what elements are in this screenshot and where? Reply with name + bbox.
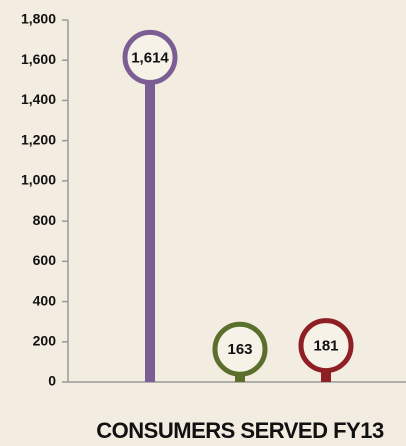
y-tick-label: 600 — [33, 252, 57, 268]
bar — [145, 57, 155, 382]
value-label: 1,614 — [131, 49, 169, 66]
y-tick-label: 800 — [33, 212, 57, 228]
value-label: 163 — [227, 341, 252, 358]
value-circle — [298, 318, 354, 374]
y-tick-label: 400 — [33, 292, 57, 308]
y-tick-label: 0 — [48, 373, 56, 389]
y-tick-label: 1,800 — [21, 11, 56, 27]
y-tick-label: 1,000 — [21, 172, 56, 188]
y-tick-label: 200 — [33, 332, 57, 348]
value-circle — [212, 321, 268, 377]
y-tick-label: 1,200 — [21, 131, 56, 147]
y-tick-label: 1,400 — [21, 91, 56, 107]
value-circle — [122, 29, 178, 85]
value-label: 181 — [313, 338, 338, 355]
chart-title: CONSUMERS SERVED FY13 — [96, 418, 384, 443]
y-tick-label: 1,600 — [21, 51, 56, 67]
